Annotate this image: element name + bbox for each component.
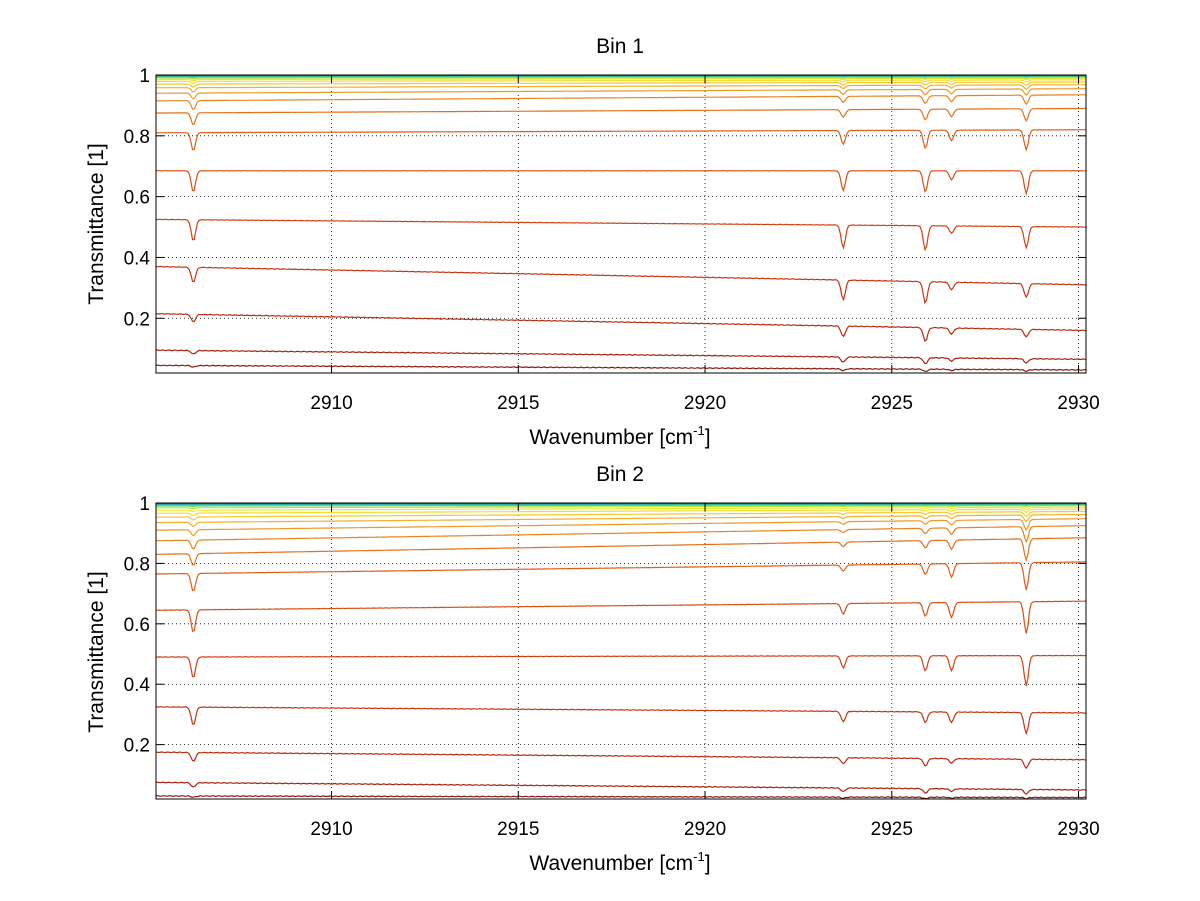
x-tick-label: 2930 <box>1057 393 1099 414</box>
y-tick-label: 0.2 <box>124 736 150 757</box>
plot-frame <box>155 502 1087 800</box>
y-tick-label: 0.6 <box>124 615 150 636</box>
y-tick-label: 0.4 <box>124 675 151 696</box>
series-line <box>156 84 1086 93</box>
y-tick-label: 0.8 <box>124 554 150 575</box>
series-line <box>155 364 1087 373</box>
series-line <box>156 508 1086 516</box>
series-line <box>156 504 1086 508</box>
chart-panel-bin-1: Bin 1 2910 2915 2920 2925 29300.20.40.60.81 … <box>85 35 1100 449</box>
x-axis-label: Wavenumber [cm-1] <box>529 423 710 449</box>
series-line <box>156 537 1087 566</box>
series-group <box>155 74 1087 373</box>
series-line <box>155 706 1087 736</box>
series-line <box>155 751 1087 770</box>
y-tick-label: 0.2 <box>124 309 150 330</box>
x-tick-label: 2915 <box>497 393 539 414</box>
series-line <box>155 600 1086 634</box>
series-line <box>156 506 1086 513</box>
series-line <box>155 561 1086 592</box>
series-line <box>156 81 1086 88</box>
x-tick-label: 2915 <box>497 819 539 840</box>
y-axis-label: Transmittance [1] <box>85 143 108 304</box>
series-line <box>155 218 1087 252</box>
series-line <box>155 312 1087 343</box>
series-group <box>155 502 1087 800</box>
y-tick-label: 0.6 <box>124 188 150 209</box>
x-tick-label: 2925 <box>871 393 913 414</box>
series-line <box>156 107 1087 125</box>
plot-area <box>156 75 1086 373</box>
x-tick-label: 2910 <box>310 819 352 840</box>
plot-frame <box>155 74 1087 374</box>
series-line <box>156 518 1086 536</box>
x-tick-label: 2910 <box>310 393 352 414</box>
chart-title: Bin 2 <box>596 463 644 486</box>
y-tick-label: 0.4 <box>124 248 151 269</box>
series-line <box>155 170 1087 197</box>
series-line <box>155 265 1087 305</box>
series-line <box>156 77 1086 82</box>
y-tick-label: 0.8 <box>124 127 150 148</box>
x-axis-label: Wavenumber [cm-1] <box>529 849 710 875</box>
series-line <box>155 794 1087 800</box>
series-line <box>155 129 1086 152</box>
x-tick-label: 2920 <box>684 393 726 414</box>
y-axis-label: Transmittance [1] <box>85 571 108 732</box>
y-tick-label: 1 <box>139 66 150 87</box>
series-line <box>155 781 1087 795</box>
chart-title: Bin 1 <box>596 35 644 58</box>
series-line <box>156 525 1086 550</box>
series-line <box>156 75 1086 79</box>
x-tick-label: 2920 <box>684 819 726 840</box>
series-line <box>156 94 1086 110</box>
y-tick-label: 1 <box>139 494 150 515</box>
chart-panel-bin-2: Bin 2 2910 2915 2920 2925 29300.20.40.60.81 … <box>85 463 1100 875</box>
ticks-group: 2910 2915 2920 2925 2930 0.2 0.4 0.6 0.8 1 <box>124 66 1100 414</box>
series-line <box>155 88 1086 100</box>
series-line <box>155 349 1087 365</box>
series-line <box>156 510 1087 521</box>
ticks-group: 2910 2915 2920 2925 2930 0.2 0.4 0.6 0.8 1 <box>124 494 1100 840</box>
x-tick-label: 2930 <box>1057 819 1099 840</box>
series-line <box>156 505 1086 510</box>
series-line <box>156 76 1086 80</box>
x-tick-label: 2925 <box>871 819 913 840</box>
plot-area <box>156 503 1086 799</box>
series-line <box>155 654 1087 686</box>
series-line <box>156 513 1086 527</box>
series-line <box>156 79 1086 84</box>
